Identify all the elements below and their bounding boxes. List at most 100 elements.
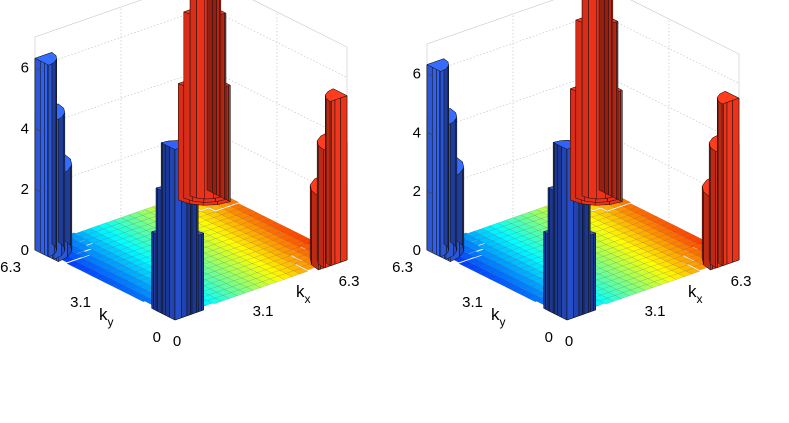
column-face xyxy=(436,69,440,257)
ky-axis-title: ky xyxy=(491,305,506,329)
column-face xyxy=(443,58,449,248)
z-tick-label: 6 xyxy=(413,65,421,82)
surface-cell xyxy=(230,203,246,210)
kx-axis-subscript: x xyxy=(305,292,311,306)
ky-tick-label: 0 xyxy=(153,329,161,346)
ky-tick-label: 3.1 xyxy=(462,294,483,311)
ky-axis-subscript: y xyxy=(108,315,114,329)
kx-tick-label: 3.1 xyxy=(645,303,666,320)
peak-origin-corner xyxy=(150,140,205,321)
surface-cell xyxy=(237,206,252,213)
ky-tick-label: 6.3 xyxy=(0,259,21,276)
peak-kx-corner xyxy=(309,88,348,271)
column-face xyxy=(581,0,589,199)
z-tick xyxy=(34,67,42,71)
column-face xyxy=(189,0,197,199)
column-face xyxy=(598,0,605,194)
column-face xyxy=(51,51,57,248)
z-tick-label: 2 xyxy=(413,183,421,200)
column-face xyxy=(426,64,433,254)
column-face xyxy=(726,100,733,265)
surface-cell xyxy=(262,219,278,226)
column-face xyxy=(206,0,213,194)
z-tick xyxy=(34,188,42,193)
surface-cell xyxy=(224,198,240,206)
column-face xyxy=(151,231,154,310)
peak-columns xyxy=(426,0,740,321)
column-face xyxy=(165,144,170,318)
peak-ky-corner xyxy=(426,58,465,263)
column-face xyxy=(201,232,204,312)
surface-cell xyxy=(249,212,265,220)
column-face xyxy=(196,188,199,313)
column-face xyxy=(604,0,609,196)
column-top xyxy=(325,88,348,102)
z-tick xyxy=(34,249,42,254)
column-face xyxy=(620,89,623,203)
z-tick xyxy=(426,249,434,254)
column-face xyxy=(340,95,348,263)
column-face xyxy=(608,0,612,197)
column-face xyxy=(169,146,176,321)
column-face xyxy=(44,62,48,257)
column-face xyxy=(611,0,614,198)
surface-cell xyxy=(616,199,632,206)
column-face xyxy=(723,101,728,266)
surface-cell xyxy=(660,222,676,229)
column-face xyxy=(325,97,331,267)
peak-ky-corner xyxy=(34,51,73,263)
column-face xyxy=(561,146,568,321)
surface-cell xyxy=(294,235,310,242)
z-tick-label: 4 xyxy=(413,124,421,141)
z-tick-label: 4 xyxy=(21,120,29,137)
z-tick xyxy=(34,127,42,132)
kx-axis-title: kx xyxy=(296,282,311,306)
column-face xyxy=(318,145,325,269)
ky-tick-label: 6.3 xyxy=(392,259,413,276)
column-face xyxy=(432,66,437,256)
z-tick-label: 0 xyxy=(21,242,29,259)
column-face xyxy=(588,188,591,313)
ky-tick-label: 0 xyxy=(545,329,553,346)
z-tick-label: 0 xyxy=(413,242,421,259)
column-face xyxy=(557,143,562,318)
column-face xyxy=(710,146,717,269)
surface-cell xyxy=(685,267,701,275)
peak-far-corner xyxy=(569,0,624,206)
kx-tick-label: 0 xyxy=(173,333,181,350)
peak-kx-corner xyxy=(701,90,740,271)
column-face xyxy=(334,97,341,265)
surface-cell xyxy=(287,264,302,271)
column-face xyxy=(216,0,220,197)
z-tick xyxy=(426,73,434,77)
peak-origin-corner xyxy=(542,140,597,321)
peak-columns xyxy=(34,0,348,321)
column-face xyxy=(228,83,231,203)
kx-axis-subscript: x xyxy=(697,292,703,306)
column-face xyxy=(40,60,45,256)
column-face xyxy=(162,142,166,316)
ky-axis-subscript: y xyxy=(500,315,506,329)
surface-cell xyxy=(243,209,259,216)
column-face xyxy=(593,232,596,312)
column-face xyxy=(219,0,222,198)
z-tick-label: 6 xyxy=(21,59,29,76)
kx-tick-label: 0 xyxy=(565,333,573,350)
z-tick xyxy=(426,190,434,195)
kx-tick-label: 6.3 xyxy=(339,273,360,290)
column-face xyxy=(449,107,456,247)
surface-cell xyxy=(287,231,303,239)
z-tick-label: 2 xyxy=(21,181,29,198)
ky-tick-label: 3.1 xyxy=(70,294,91,311)
kx-tick-label: 3.1 xyxy=(253,303,274,320)
column-face xyxy=(543,231,546,310)
peak-far-corner xyxy=(177,0,232,206)
column-face xyxy=(717,100,723,267)
surface-cell xyxy=(592,208,608,215)
column-top xyxy=(717,91,740,105)
column-face xyxy=(196,0,206,200)
